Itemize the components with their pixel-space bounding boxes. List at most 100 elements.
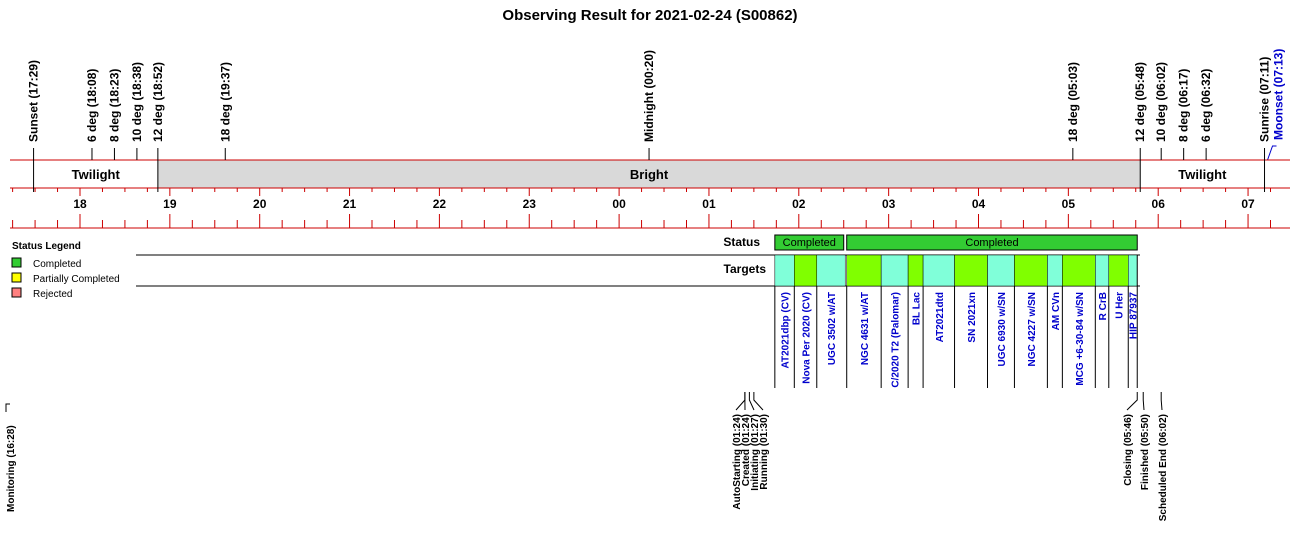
hour-label: 00 bbox=[612, 197, 626, 211]
sky-event-label: 10 deg (18:38) bbox=[130, 62, 144, 142]
target-block[interactable] bbox=[1108, 254, 1129, 287]
hour-label: 05 bbox=[1062, 197, 1076, 211]
sky-bands: Twilight Bright Twilight bbox=[10, 148, 1290, 192]
band-label-twilight: Twilight bbox=[1178, 167, 1227, 182]
bright-band bbox=[157, 160, 1141, 188]
hour-label: 01 bbox=[702, 197, 716, 211]
hour-label: 02 bbox=[792, 197, 806, 211]
lifecycle-leader bbox=[5, 403, 10, 412]
targets-row: AT2021dbp (CV) Nova Per 2020 (CV) UGC 3502… bbox=[774, 254, 1140, 388]
hour-label: 22 bbox=[433, 197, 447, 211]
target-block[interactable] bbox=[1062, 254, 1096, 287]
hour-label: 03 bbox=[882, 197, 896, 211]
lifecycle-leader bbox=[1126, 392, 1138, 411]
target-block[interactable] bbox=[907, 254, 924, 287]
target-block[interactable] bbox=[816, 254, 846, 287]
sky-event-label: 8 deg (18:23) bbox=[107, 69, 121, 142]
lifecycle-label: Initiating (01:27) bbox=[750, 414, 761, 491]
target-name[interactable]: SN 2021xn bbox=[967, 292, 978, 343]
legend-title: Status Legend bbox=[12, 241, 81, 252]
target-block[interactable] bbox=[1095, 254, 1110, 287]
status-block-label: Completed bbox=[783, 237, 836, 249]
moonset-leader bbox=[1267, 145, 1277, 161]
hour-label: 07 bbox=[1241, 197, 1255, 211]
legend-swatch-completed bbox=[11, 257, 22, 268]
target-name[interactable]: BL Lac bbox=[912, 292, 923, 326]
hour-label: 20 bbox=[253, 197, 267, 211]
lifecycle-label: Scheduled End (06:02) bbox=[1158, 414, 1169, 521]
target-block[interactable] bbox=[1047, 254, 1063, 287]
lifecycle-label: AutoStarting (01:24) bbox=[732, 414, 743, 510]
targets-row-label: Targets bbox=[724, 262, 767, 276]
sky-events: Sunset (17:29) 6 deg (18:08) 8 deg (18:23)… bbox=[27, 49, 1286, 161]
legend-label: Partially Completed bbox=[33, 274, 120, 285]
target-block[interactable] bbox=[794, 254, 818, 287]
status-block[interactable] bbox=[774, 234, 845, 251]
lifecycle-label: Running (01:30) bbox=[759, 414, 770, 490]
sky-event-label: 12 deg (05:48) bbox=[1133, 62, 1147, 142]
target-block[interactable] bbox=[774, 254, 795, 287]
target-name[interactable]: C/2020 T2 (Palomar) bbox=[891, 292, 902, 388]
legend-swatch-rejected bbox=[11, 287, 22, 298]
lifecycle-leader bbox=[753, 392, 764, 411]
sky-event-label: 8 deg (06:17) bbox=[1177, 69, 1191, 142]
hour-label: 18 bbox=[73, 197, 87, 211]
hour-label: 21 bbox=[343, 197, 357, 211]
target-name[interactable]: AT2021dbp (CV) bbox=[781, 292, 792, 369]
page-title: Observing Result for 2021-02-24 (S00862) bbox=[502, 7, 797, 24]
target-name[interactable]: NGC 4227 w/SN bbox=[1027, 292, 1038, 366]
legend-label: Completed bbox=[33, 259, 81, 270]
target-name[interactable]: UGC 3502 w/AT bbox=[827, 292, 838, 365]
sky-event-label: 6 deg (18:08) bbox=[85, 69, 99, 142]
lifecycle-leader bbox=[748, 392, 755, 411]
sky-event-label: Midnight (00:20) bbox=[642, 50, 656, 142]
band-label-twilight: Twilight bbox=[72, 167, 121, 182]
hour-label: 06 bbox=[1152, 197, 1166, 211]
target-name[interactable]: AM CVn bbox=[1051, 292, 1062, 330]
target-name[interactable]: NGC 4631 w/AT bbox=[860, 292, 871, 365]
target-name[interactable]: UGC 6930 w/SN bbox=[997, 292, 1008, 366]
target-block[interactable] bbox=[880, 254, 909, 287]
sky-event-label: 12 deg (18:52) bbox=[151, 62, 165, 142]
status-row-label: Status bbox=[723, 235, 760, 249]
target-block[interactable] bbox=[922, 254, 955, 287]
status-row: Completed Completed bbox=[774, 234, 1138, 251]
sky-event-label: Sunrise (07:11) bbox=[1258, 57, 1272, 142]
target-name[interactable]: MCG +6-30-84 w/SN bbox=[1075, 292, 1086, 386]
hour-label: 19 bbox=[163, 197, 177, 211]
target-block[interactable] bbox=[987, 254, 1015, 287]
sky-event-label: 10 deg (06:02) bbox=[1154, 62, 1168, 142]
sky-event-label: 18 deg (19:37) bbox=[218, 62, 232, 142]
sky-event-label: 18 deg (05:03) bbox=[1066, 62, 1080, 142]
target-name[interactable]: R CrB bbox=[1098, 292, 1109, 320]
target-block[interactable] bbox=[1128, 254, 1138, 287]
status-block-label: Completed bbox=[965, 237, 1018, 249]
hour-label: 23 bbox=[523, 197, 537, 211]
lifecycle-label: Finished (05:50) bbox=[1140, 414, 1151, 490]
lifecycle-leader bbox=[1142, 392, 1145, 411]
target-name[interactable]: Nova Per 2020 (CV) bbox=[802, 292, 813, 384]
sky-event-label: 6 deg (06:32) bbox=[1199, 69, 1213, 142]
legend-label: Rejected bbox=[33, 289, 72, 300]
moonset-label: Moonset (07:13) bbox=[1272, 49, 1286, 140]
band-label-bright: Bright bbox=[630, 167, 669, 182]
sky-event-label: Sunset (17:29) bbox=[27, 60, 41, 142]
lifecycle-label: Monitoring (16:28) bbox=[6, 425, 17, 512]
lifecycle-events: Monitoring (16:28) AutoStarting (01:24)Cr… bbox=[5, 392, 1169, 521]
time-axis: 18 19 20 21 22 23 00 01 02 03 04 05 06 07 bbox=[10, 188, 1290, 229]
lifecycle-label: Closing (05:46) bbox=[1123, 414, 1134, 486]
target-block[interactable] bbox=[954, 254, 988, 287]
target-block[interactable] bbox=[1014, 254, 1048, 287]
hour-label: 04 bbox=[972, 197, 986, 211]
target-name[interactable]: AT2021dtd bbox=[935, 292, 946, 342]
lifecycle-label: Created (01:24) bbox=[741, 414, 752, 486]
status-block[interactable] bbox=[846, 234, 1138, 251]
target-name[interactable]: U Her bbox=[1115, 292, 1126, 319]
target-block[interactable] bbox=[846, 254, 882, 287]
lifecycle-leader bbox=[1160, 392, 1163, 411]
lifecycle-leader bbox=[735, 392, 746, 411]
legend-swatch-partially-completed bbox=[11, 272, 22, 283]
status-legend: Status Legend Completed Partially Complete… bbox=[11, 241, 120, 300]
target-name[interactable]: HIP 87937 bbox=[1129, 292, 1140, 340]
